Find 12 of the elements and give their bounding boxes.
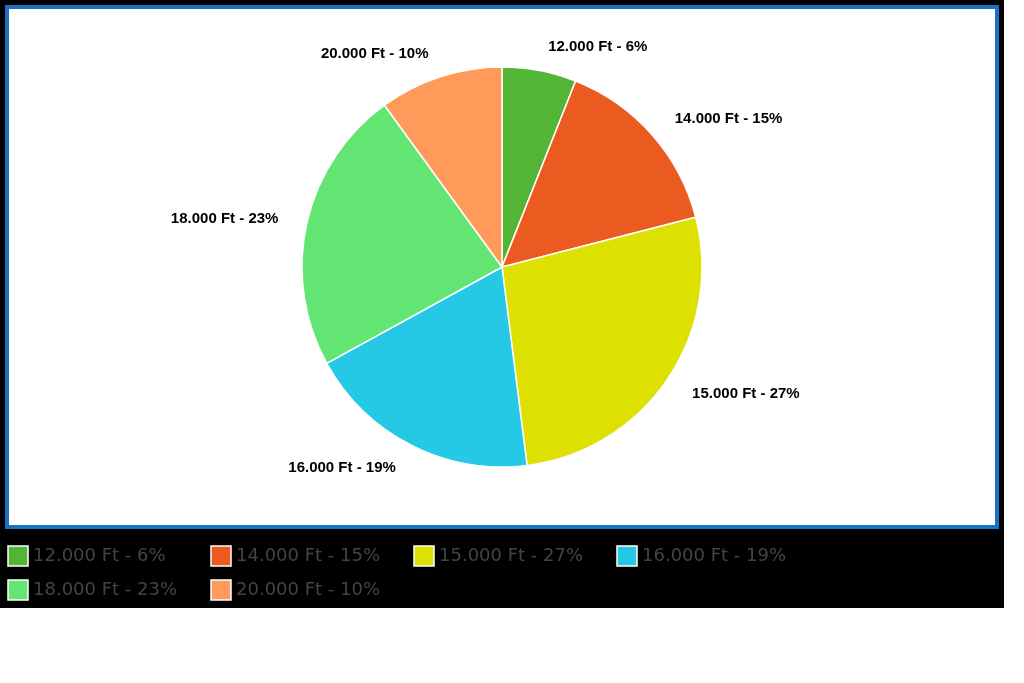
legend-label: 16.000 Ft - 19% bbox=[642, 544, 787, 565]
slice-label: 14.000 Ft - 15% bbox=[674, 109, 783, 127]
legend-label: 20.000 Ft - 10% bbox=[236, 578, 381, 599]
legend-label: 15.000 Ft - 27% bbox=[439, 544, 584, 565]
slice-label: 16.000 Ft - 19% bbox=[288, 458, 396, 476]
slice-label: 15.000 Ft - 27% bbox=[692, 384, 800, 402]
slice-label: 12.000 Ft - 6% bbox=[548, 36, 648, 54]
legend-label: 12.000 Ft - 6% bbox=[33, 544, 166, 565]
slice-label: 18.000 Ft - 23% bbox=[170, 208, 279, 226]
slice-label: 20.000 Ft - 10% bbox=[320, 44, 429, 62]
legend-label: 18.000 Ft - 23% bbox=[33, 578, 178, 599]
legend-label: 14.000 Ft - 15% bbox=[236, 544, 381, 565]
